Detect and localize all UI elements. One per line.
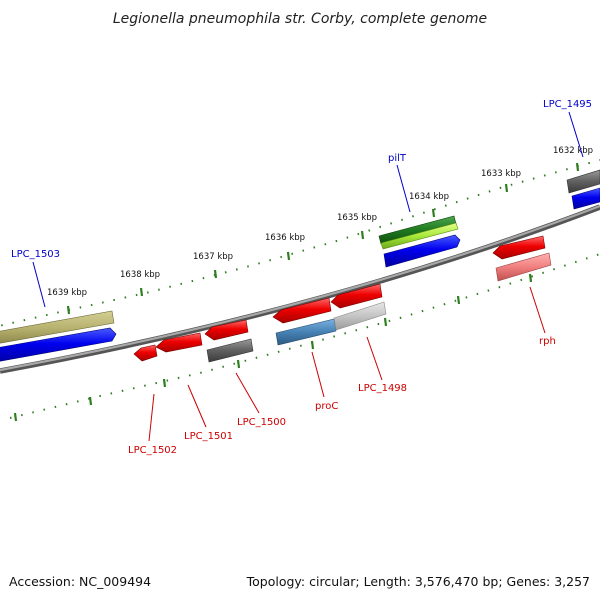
tick-labels: 1632 kbp 1633 kbp 1634 kbp 1635 kbp 1636… bbox=[47, 146, 593, 298]
tick-label: 1633 kbp bbox=[481, 169, 521, 179]
major-tick bbox=[528, 273, 533, 283]
reverse-features bbox=[133, 235, 552, 363]
major-tick bbox=[213, 269, 218, 279]
leader-line bbox=[148, 393, 155, 442]
feature-rph bbox=[495, 252, 552, 282]
major-tick bbox=[360, 230, 365, 240]
genome-backbone bbox=[0, 204, 600, 374]
major-tick bbox=[504, 183, 509, 193]
gene-label-lpc-1502: LPC_1502 bbox=[128, 445, 177, 456]
major-tick bbox=[66, 305, 71, 315]
feature-proc bbox=[275, 318, 337, 346]
accession-text: Accession: NC_009494 bbox=[9, 574, 151, 589]
major-tick bbox=[162, 378, 167, 388]
major-ticks bbox=[13, 162, 580, 422]
genome-summary-text: Topology: circular; Length: 3,576,470 bp… bbox=[246, 574, 590, 589]
major-tick bbox=[236, 359, 241, 369]
feature-proc-red bbox=[272, 297, 332, 324]
gene-label-lpc-1501: LPC_1501 bbox=[184, 431, 233, 442]
forward-features bbox=[0, 169, 600, 362]
feature-pilt bbox=[383, 234, 461, 268]
leader-line bbox=[366, 336, 383, 381]
leader-line bbox=[396, 164, 411, 213]
feature-lpc-1501 bbox=[155, 332, 203, 353]
gene-label-lpc-1503: LPC_1503 bbox=[11, 249, 60, 260]
feature-lpc-1503 bbox=[0, 327, 117, 362]
reverse-tick-ruler bbox=[9, 253, 600, 419]
tick-label: 1637 kbp bbox=[193, 252, 233, 262]
tick-label: 1635 kbp bbox=[337, 213, 377, 223]
feature-lpc-1495 bbox=[571, 187, 600, 210]
leader-line bbox=[32, 261, 46, 308]
gene-label-lpc-1498: LPC_1498 bbox=[358, 383, 407, 394]
tick-label: 1639 kbp bbox=[47, 288, 87, 298]
tick-label: 1638 kbp bbox=[120, 270, 160, 280]
gene-label-proc: proC bbox=[315, 401, 338, 412]
major-tick bbox=[431, 208, 436, 218]
leader-line bbox=[311, 351, 325, 398]
major-tick bbox=[139, 287, 144, 297]
feature-lpc-1500-red bbox=[204, 319, 249, 341]
feature-lpc-1502 bbox=[133, 344, 158, 362]
major-tick bbox=[88, 396, 93, 406]
gene-labels: LPC_1495 pilT LPC_1503 rph LPC_1498 proC… bbox=[11, 99, 592, 456]
gene-label-lpc-1495: LPC_1495 bbox=[543, 99, 592, 110]
major-tick bbox=[456, 295, 461, 305]
tick-label: 1634 kbp bbox=[409, 192, 449, 202]
feature-lpc-1498-red bbox=[330, 283, 383, 309]
leader-line bbox=[529, 286, 546, 334]
major-tick bbox=[13, 412, 18, 422]
leader-line bbox=[187, 384, 207, 428]
gene-label-pilt: pilT bbox=[388, 153, 407, 164]
major-tick bbox=[286, 251, 291, 261]
leader-line bbox=[568, 111, 584, 158]
major-tick bbox=[383, 317, 388, 327]
feature-rph-red bbox=[492, 235, 546, 260]
gene-label-rph: rph bbox=[539, 336, 556, 347]
major-tick bbox=[575, 162, 580, 172]
leader-line bbox=[235, 372, 260, 414]
label-leaders bbox=[32, 111, 584, 442]
tick-label: 1632 kbp bbox=[553, 146, 593, 156]
feature-lpc-1500-grey bbox=[206, 338, 254, 363]
tick-label: 1636 kbp bbox=[265, 233, 305, 243]
feature-pilt-lime bbox=[380, 222, 459, 250]
major-tick bbox=[310, 340, 315, 350]
gene-label-lpc-1500: LPC_1500 bbox=[237, 417, 286, 428]
feature-grey-upper bbox=[566, 169, 600, 194]
map-title: Legionella pneumophila str. Corby, compl… bbox=[113, 11, 487, 27]
feature-lpc-1498 bbox=[333, 301, 387, 331]
feature-olive bbox=[0, 310, 115, 344]
